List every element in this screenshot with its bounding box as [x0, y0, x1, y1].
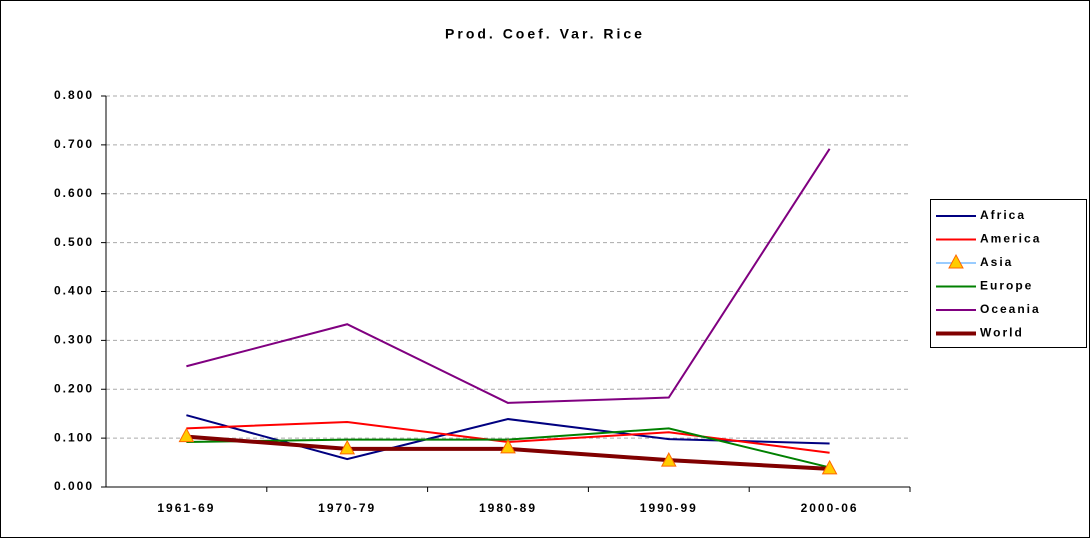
x-tick-label: 2000-06: [801, 501, 859, 515]
y-tick-label: 0.700: [54, 137, 94, 151]
legend-box: [930, 199, 1087, 348]
y-tick-label: 0.400: [54, 284, 94, 298]
x-tick-label: 1961-69: [157, 501, 215, 515]
y-tick-label: 0.000: [54, 479, 94, 493]
y-tick-label: 0.300: [54, 333, 94, 347]
marker: [500, 438, 516, 454]
legend-label: Oceania: [980, 302, 1041, 316]
y-tick-label: 0.500: [54, 235, 94, 249]
y-tick-label: 0.200: [54, 381, 94, 395]
y-tick-label: 0.100: [54, 430, 94, 444]
legend-label: America: [980, 232, 1041, 246]
x-tick-label: 1970-79: [318, 501, 376, 515]
y-tick-label: 0.600: [54, 186, 94, 200]
marker: [821, 459, 838, 475]
x-tick-label: 1980-89: [479, 501, 537, 515]
legend-label: Asia: [980, 255, 1013, 269]
legend-label: World: [980, 326, 1024, 340]
marker: [339, 439, 356, 455]
x-tick-label: 1990-99: [640, 501, 698, 515]
marker: [178, 427, 195, 443]
legend: [930, 199, 1087, 348]
legend-marker: [948, 253, 964, 269]
chart-title: Prod. Coef. Var. Rice: [445, 26, 645, 42]
legend-label: Africa: [980, 208, 1026, 222]
series-line: [186, 148, 831, 404]
legend-label: Europe: [980, 279, 1033, 293]
y-tick-label: 0.800: [54, 88, 94, 102]
marker: [660, 452, 677, 467]
